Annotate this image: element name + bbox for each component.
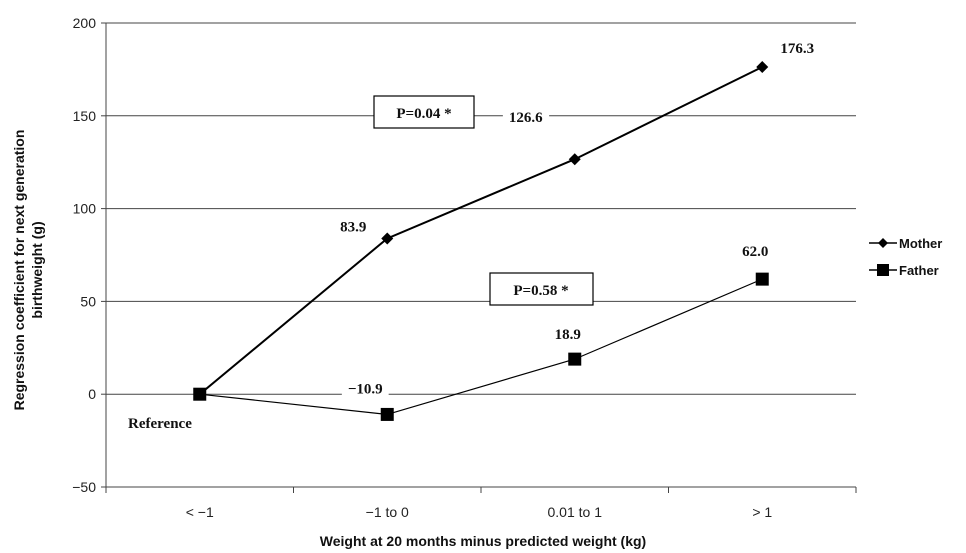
- axis-titles: Weight at 20 months minus predicted weig…: [11, 130, 646, 549]
- father-p-label: P=0.58 *: [513, 283, 568, 299]
- legend-mother-marker: [878, 238, 888, 248]
- reference-label: Reference: [128, 416, 192, 432]
- series-line-father: [199, 278, 763, 416]
- data-label-background: [341, 380, 389, 399]
- data-label-father: −10.9: [348, 381, 383, 397]
- point-mother: [381, 232, 394, 245]
- point-father: [380, 407, 394, 421]
- y-axis-title-line-2: birthweight (g): [29, 221, 45, 318]
- legend-mother-label: Mother: [899, 236, 942, 251]
- point-mother: [756, 60, 769, 73]
- data-label-background: [502, 109, 550, 128]
- point-father: [193, 387, 207, 401]
- legend-father-label: Father: [899, 263, 939, 278]
- y-tick-label: −50: [72, 479, 96, 495]
- y-axis-title-line-1: Regression coefficient for next generati…: [11, 130, 27, 411]
- point-father: [568, 352, 582, 366]
- data-label-mother: 83.9: [340, 219, 366, 235]
- point-mother: [568, 153, 581, 166]
- data-labels: 83.9 126.6 176.3 −10.9 18.9 62.0: [340, 41, 814, 399]
- x-tick-label: −1 to 0: [366, 504, 409, 520]
- x-tick-label: 0.01 to 1: [548, 504, 603, 520]
- series: [193, 60, 769, 421]
- x-tick-label: < −1: [186, 504, 214, 520]
- data-label-mother: 176.3: [780, 41, 814, 57]
- axes: −50 0 50 100 150 200 < −1 −1 to 0 0.01 to 1 > 1: [72, 15, 857, 520]
- y-tick-label: 0: [88, 386, 96, 402]
- legend-father-marker: [877, 264, 889, 276]
- data-label-mother: 126.6: [509, 110, 543, 126]
- y-tick-label: 150: [73, 108, 97, 124]
- data-label-father: 62.0: [742, 244, 768, 260]
- mother-p-box: [373, 95, 475, 129]
- series-line-mother: [199, 66, 763, 395]
- x-axis-title: Weight at 20 months minus predicted weig…: [320, 533, 646, 549]
- legend: Mother Father: [869, 236, 942, 278]
- grid-lines: [106, 22, 856, 395]
- father-p-box: [489, 272, 594, 306]
- annotations: P=0.04 * P=0.58 * Reference: [128, 95, 594, 432]
- mother-p-label: P=0.04 *: [396, 106, 451, 122]
- y-tick-label: 50: [80, 293, 96, 309]
- data-label-father: 18.9: [555, 327, 581, 343]
- x-tick-label: > 1: [752, 504, 772, 520]
- point-father: [755, 272, 769, 286]
- y-tick-label: 200: [73, 15, 97, 31]
- y-tick-label: 100: [73, 201, 97, 217]
